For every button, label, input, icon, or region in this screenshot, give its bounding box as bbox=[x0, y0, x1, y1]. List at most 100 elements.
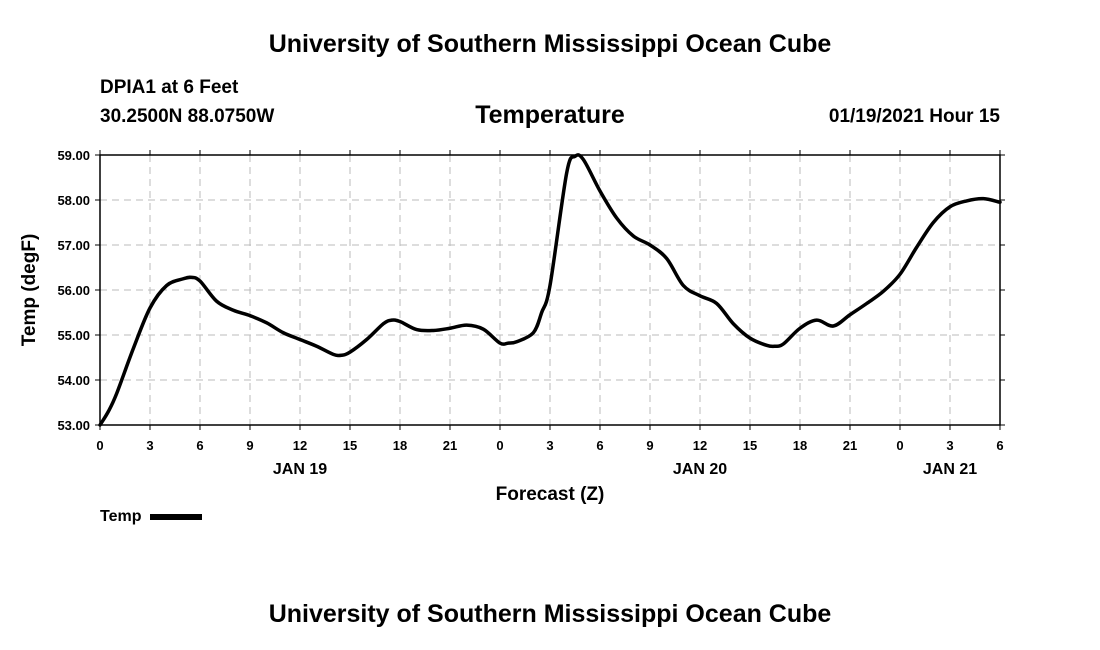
data-point bbox=[232, 309, 234, 311]
data-point bbox=[799, 327, 801, 329]
data-point bbox=[166, 285, 168, 286]
x-tick-label: 0 bbox=[96, 438, 103, 453]
data-point bbox=[932, 222, 934, 223]
data-point bbox=[341, 354, 343, 356]
legend-swatch-temp bbox=[150, 514, 203, 520]
data-point bbox=[682, 285, 684, 286]
y-tick-label: 54.00 bbox=[57, 373, 90, 388]
data-point bbox=[349, 351, 351, 353]
data-point bbox=[366, 339, 368, 340]
chart-title-bottom: University of Southern Mississippi Ocean… bbox=[268, 600, 832, 628]
data-point bbox=[449, 327, 451, 329]
data-point bbox=[632, 235, 634, 237]
data-point bbox=[249, 315, 251, 317]
legend: Temp bbox=[100, 508, 203, 526]
y-tick-label: 59.00 bbox=[57, 148, 90, 163]
data-point bbox=[149, 307, 151, 309]
x-tick-label: 21 bbox=[843, 438, 857, 453]
data-point bbox=[191, 276, 193, 278]
data-point bbox=[499, 342, 501, 344]
data-point bbox=[382, 323, 384, 325]
y-tick-label: 57.00 bbox=[57, 238, 90, 253]
data-point bbox=[99, 424, 101, 426]
x-tick-label: 3 bbox=[946, 438, 953, 453]
x-tick-label: 15 bbox=[343, 438, 357, 453]
data-point bbox=[649, 244, 651, 246]
y-tick-label: 53.00 bbox=[57, 418, 90, 433]
data-point bbox=[582, 159, 584, 160]
data-point bbox=[182, 278, 184, 280]
x-tick-label: 0 bbox=[896, 438, 903, 453]
data-point bbox=[699, 295, 701, 297]
data-point bbox=[466, 324, 468, 326]
axes bbox=[95, 150, 1005, 430]
x-tick-label: 18 bbox=[793, 438, 807, 453]
station-coordinates: 30.2500N 88.0750W bbox=[100, 106, 275, 127]
issued-time: 01/19/2021 Hour 15 bbox=[828, 106, 1000, 127]
x-tick-label: 18 bbox=[393, 438, 407, 453]
x-tick-label: 15 bbox=[743, 438, 757, 453]
data-point bbox=[432, 330, 434, 331]
plot-frame bbox=[99, 154, 1001, 426]
day-label: JAN 20 bbox=[673, 461, 727, 478]
day-label: JAN 19 bbox=[273, 461, 327, 478]
data-point bbox=[282, 332, 284, 334]
data-point bbox=[882, 290, 884, 292]
data-point bbox=[574, 155, 576, 157]
y-tick-label: 58.00 bbox=[57, 193, 90, 208]
x-tick-label: 12 bbox=[293, 438, 307, 453]
data-point bbox=[507, 342, 509, 344]
data-point bbox=[949, 206, 951, 208]
data-point bbox=[816, 319, 818, 321]
data-point bbox=[566, 172, 568, 174]
x-tick-label: 21 bbox=[443, 438, 457, 453]
data-point bbox=[749, 337, 751, 339]
y-tick-label: 55.00 bbox=[57, 328, 90, 343]
data-point bbox=[599, 190, 601, 192]
data-point bbox=[391, 319, 393, 321]
x-axis-title: Forecast (Z) bbox=[496, 484, 605, 505]
data-point bbox=[866, 303, 868, 304]
data-point bbox=[849, 314, 851, 316]
data-point bbox=[199, 280, 201, 282]
series-layer bbox=[98, 153, 1002, 427]
data-point bbox=[316, 345, 318, 347]
data-point bbox=[116, 393, 118, 394]
x-tick-label: 6 bbox=[196, 438, 203, 453]
x-tick-label: 9 bbox=[246, 438, 253, 453]
data-point bbox=[832, 325, 834, 327]
data-point bbox=[107, 411, 109, 412]
x-tick-label: 3 bbox=[146, 438, 153, 453]
parameter-title: Temperature bbox=[475, 101, 625, 129]
data-point bbox=[216, 300, 218, 302]
station-label: DPIA1 at 6 Feet bbox=[100, 77, 239, 98]
x-tick-label: 0 bbox=[496, 438, 503, 453]
data-point bbox=[616, 217, 618, 219]
x-tick-label: 9 bbox=[646, 438, 653, 453]
data-point bbox=[266, 322, 268, 324]
data-point bbox=[774, 345, 776, 347]
data-point bbox=[482, 328, 484, 330]
x-tick-label: 6 bbox=[596, 438, 603, 453]
data-point bbox=[999, 201, 1001, 203]
data-point bbox=[782, 343, 784, 345]
y-tick-label: 56.00 bbox=[57, 283, 90, 298]
data-point bbox=[299, 339, 301, 340]
y-axis-title: Temp (degF) bbox=[19, 234, 40, 347]
data-point bbox=[716, 303, 718, 304]
data-point bbox=[516, 341, 518, 343]
data-point bbox=[332, 353, 334, 355]
series-line-temp bbox=[98, 153, 1002, 427]
data-point bbox=[549, 285, 551, 286]
data-point bbox=[916, 246, 918, 248]
data-point bbox=[399, 321, 401, 322]
legend-label: Temp bbox=[100, 508, 142, 525]
x-tick-label: 3 bbox=[546, 438, 553, 453]
data-point bbox=[532, 332, 534, 334]
data-point bbox=[666, 258, 668, 259]
data-point bbox=[899, 273, 901, 275]
x-tick-label: 6 bbox=[996, 438, 1003, 453]
data-point bbox=[982, 198, 984, 200]
data-point bbox=[732, 323, 734, 325]
